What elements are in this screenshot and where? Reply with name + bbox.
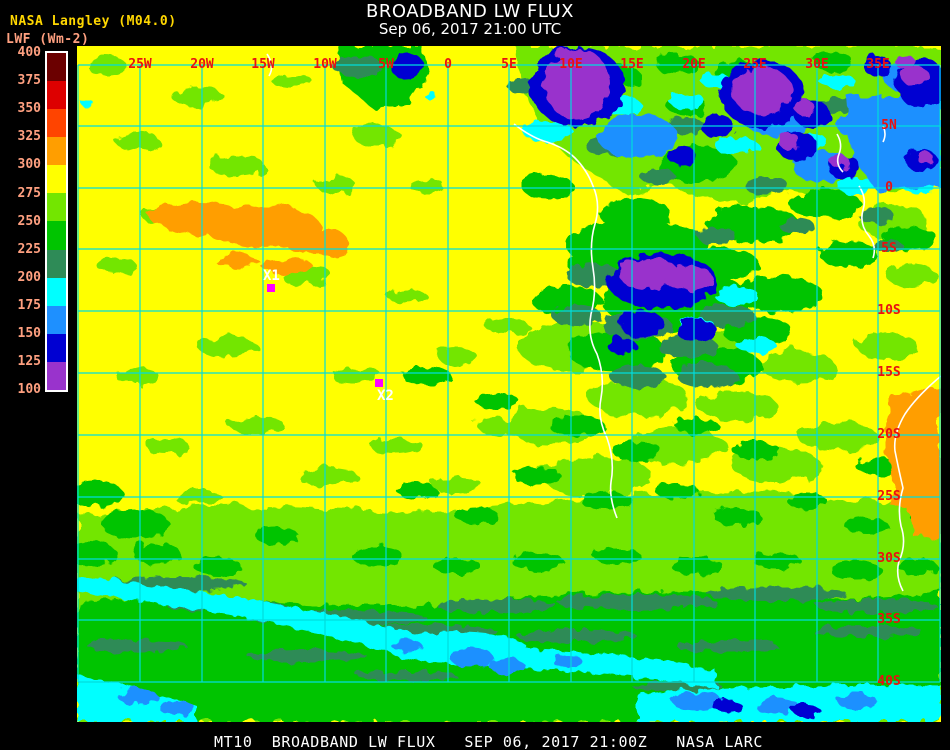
lon-grid-label: 25W	[128, 57, 152, 72]
lat-grid-label: 25S	[877, 489, 901, 504]
colorbar-tick-label: 300	[17, 157, 41, 173]
lat-grid-label: 15S	[877, 365, 901, 380]
lon-grid-label: 25E	[743, 57, 767, 72]
colorbar-tick-label: 150	[17, 326, 41, 341]
colorbar-tick-label: 275	[17, 185, 41, 201]
lon-grid-label: 0	[444, 57, 452, 72]
colorbar-segment	[47, 137, 66, 166]
lat-grid-label: 5N	[881, 118, 897, 133]
purple-regions	[544, 48, 933, 290]
colorbar-tick-label: 100	[17, 382, 41, 398]
colorbar	[45, 51, 68, 392]
lon-grid-label: 20W	[190, 57, 214, 72]
page-title: BROADBAND LW FLUX	[366, 1, 574, 22]
colorbar-units-label: LWF (Wm-2)	[6, 32, 90, 47]
site-marker-square	[375, 379, 383, 387]
latlon-grid	[77, 64, 941, 683]
lon-grid-label: 5W	[378, 57, 394, 72]
footer-bar: MT10 BROADBAND LW FLUX SEP 06, 2017 21:0…	[0, 722, 950, 750]
lat-grid-label: 30S	[877, 551, 901, 566]
colorbar-tick-label: 375	[17, 73, 41, 89]
colorbar-tick-label: 250	[17, 213, 41, 229]
colorbar-tick-label: 350	[17, 101, 41, 117]
lat-grid-label: 5S	[881, 241, 897, 256]
colorbar-tick-label: 225	[17, 241, 41, 257]
colorbar-segment	[47, 81, 66, 110]
lon-grid-label: 15W	[251, 57, 275, 72]
colorbar-segment	[47, 109, 66, 138]
lon-grid-label: 30E	[805, 57, 829, 72]
colorbar-segment	[47, 249, 66, 278]
coastline-paths	[266, 53, 941, 592]
lat-grid-label: 35S	[877, 612, 901, 627]
colorbar-segment	[47, 221, 66, 250]
colorbar-tick-label: 325	[17, 129, 41, 145]
lon-grid-label: 20E	[682, 57, 706, 72]
flux-map-art	[77, 46, 941, 722]
site-marker-label: X1	[263, 268, 280, 284]
lon-grid-label: 15E	[620, 57, 644, 72]
colorbar-tick-label: 125	[17, 354, 41, 370]
lon-grid-label: 10E	[559, 57, 583, 72]
flux-map: 25W 20W 15W 10W 5W 0 5E 10E 15E 20E 25E 30E 35E 5N 0 5S…	[77, 46, 941, 722]
orange-regions	[149, 200, 941, 540]
site-marker-square	[267, 284, 275, 292]
colorbar-segment	[47, 165, 66, 194]
lat-grid-label: 0	[885, 180, 893, 195]
colorbar-segment	[47, 53, 66, 82]
colorbar-tick-label: 200	[17, 269, 41, 285]
lon-grid-label: 35E	[866, 57, 890, 72]
timestamp-subtitle: Sep 06, 2017 21:00 UTC	[378, 20, 562, 38]
colorbar-tick-label: 400	[17, 45, 41, 60]
footer-status-text: MT10 BROADBAND LW FLUX SEP 06, 2017 21:0…	[214, 733, 763, 750]
colorbar-segment	[47, 277, 66, 306]
lat-grid-label: 20S	[877, 427, 901, 442]
lon-grid-label: 5E	[501, 57, 517, 72]
colorbar-segment	[47, 333, 66, 362]
colorbar-segment	[47, 361, 66, 390]
lat-grid-label: 40S	[877, 674, 901, 689]
org-label: NASA Langley (M04.0)	[10, 14, 177, 29]
colorbar-segment	[47, 193, 66, 222]
lon-grid-label: 10W	[313, 57, 337, 72]
lat-grid-label: 10S	[877, 303, 901, 318]
colorbar-tick-label: 175	[17, 297, 41, 313]
site-marker-label: X2	[377, 388, 394, 404]
colorbar-segment	[47, 305, 66, 334]
